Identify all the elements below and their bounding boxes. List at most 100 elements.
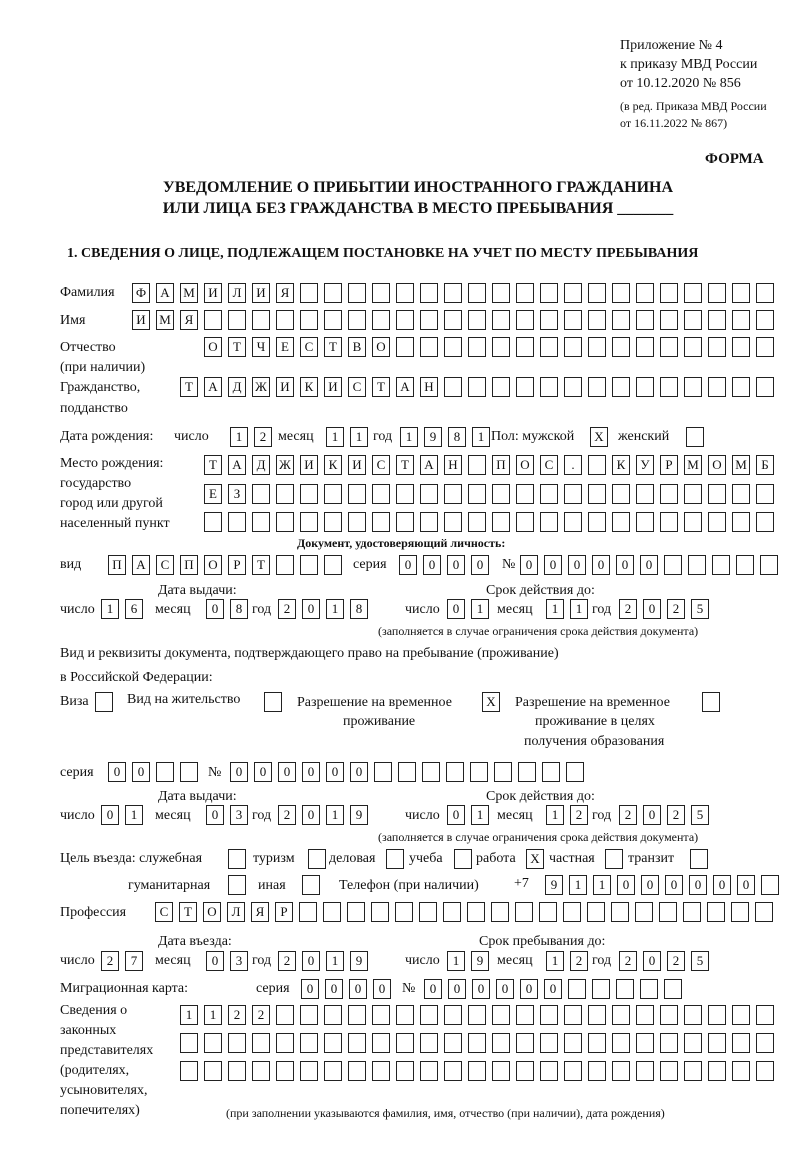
p-tourism-checkbox[interactable] (308, 849, 326, 869)
stay-valid-day-cell[interactable]: 1 (471, 805, 489, 825)
citizenship-cell[interactable]: Д (228, 377, 246, 397)
stay-issue-year-cell[interactable]: 0 (302, 805, 320, 825)
stay-issue-day-cell[interactable]: 1 (125, 805, 143, 825)
stay-issue-year-cell[interactable]: 9 (350, 805, 368, 825)
reps-line2-cell[interactable] (660, 1033, 678, 1053)
stay-issue-year-cell[interactable]: 2 (278, 805, 296, 825)
pob-line2-cell[interactable] (444, 484, 462, 504)
reps-line3-cell[interactable] (372, 1061, 390, 1081)
surname-cell[interactable] (660, 283, 678, 303)
until-day-cell[interactable]: 9 (471, 951, 489, 971)
id-issue-day-cell[interactable]: 6 (125, 599, 143, 619)
reps-line2-cell[interactable] (612, 1033, 630, 1053)
surname-cell[interactable]: И (204, 283, 222, 303)
pob-line2-cell[interactable] (396, 484, 414, 504)
phone-cell[interactable]: 0 (737, 875, 755, 895)
pob-line2-cell[interactable] (708, 484, 726, 504)
citizenship-cell[interactable]: А (204, 377, 222, 397)
pob-line2-cell[interactable] (540, 484, 558, 504)
profession-cell[interactable] (635, 902, 653, 922)
id-kind-cell[interactable]: Т (252, 555, 270, 575)
p-study-checkbox[interactable] (454, 849, 472, 869)
id-number-cell[interactable] (664, 555, 682, 575)
surname-cell[interactable] (492, 283, 510, 303)
pob-line1-cell[interactable]: С (372, 455, 390, 475)
name-cell[interactable] (540, 310, 558, 330)
sex-female-checkbox[interactable] (686, 427, 704, 447)
id-valid-year-cell[interactable]: 2 (619, 599, 637, 619)
profession-cell[interactable] (395, 902, 413, 922)
profession-cell[interactable]: Л (227, 902, 245, 922)
reps-line2-cell[interactable] (708, 1033, 726, 1053)
profession-cell[interactable] (371, 902, 389, 922)
name-cell[interactable] (420, 310, 438, 330)
reps-line2-cell[interactable] (348, 1033, 366, 1053)
pob-line1-cell[interactable]: Н (444, 455, 462, 475)
citizenship-cell[interactable] (444, 377, 462, 397)
profession-cell[interactable] (707, 902, 725, 922)
dob-year-cell[interactable]: 1 (400, 427, 418, 447)
stay-valid-month-cell[interactable]: 2 (570, 805, 588, 825)
stay-number-cell[interactable] (422, 762, 440, 782)
stay-series-cell[interactable]: 0 (132, 762, 150, 782)
dob-day-cell[interactable]: 1 (230, 427, 248, 447)
mc-number-cell[interactable]: 0 (472, 979, 490, 999)
citizenship-cell[interactable]: Н (420, 377, 438, 397)
pob-line1-cell[interactable]: . (564, 455, 582, 475)
reps-line3-cell[interactable] (348, 1061, 366, 1081)
id-issue-year-cell[interactable]: 2 (278, 599, 296, 619)
temp-edu-checkbox[interactable] (702, 692, 720, 712)
stay-number-cell[interactable] (518, 762, 536, 782)
id-valid-day-cell[interactable]: 0 (447, 599, 465, 619)
id-number-cell[interactable] (712, 555, 730, 575)
pob-line1-cell[interactable]: П (492, 455, 510, 475)
patronymic-cell[interactable]: Е (276, 337, 294, 357)
until-year-cell[interactable]: 5 (691, 951, 709, 971)
entry-year-cell[interactable]: 0 (302, 951, 320, 971)
id-number-cell[interactable] (688, 555, 706, 575)
pob-line2-cell[interactable] (636, 484, 654, 504)
reps-line2-cell[interactable] (324, 1033, 342, 1053)
pob-line3-cell[interactable] (732, 512, 750, 532)
mc-series-cell[interactable]: 0 (325, 979, 343, 999)
reps-line3-cell[interactable] (732, 1061, 750, 1081)
mc-series-cell[interactable]: 0 (373, 979, 391, 999)
surname-cell[interactable] (420, 283, 438, 303)
reps-line2-cell[interactable] (444, 1033, 462, 1053)
mc-number-cell[interactable]: 0 (448, 979, 466, 999)
stay-valid-year-cell[interactable]: 2 (619, 805, 637, 825)
mc-number-cell[interactable] (568, 979, 586, 999)
profession-cell[interactable]: О (203, 902, 221, 922)
patronymic-cell[interactable] (612, 337, 630, 357)
until-day-cell[interactable]: 1 (447, 951, 465, 971)
profession-cell[interactable] (659, 902, 677, 922)
reps-line1-cell[interactable] (588, 1005, 606, 1025)
citizenship-cell[interactable] (756, 377, 774, 397)
profession-cell[interactable] (563, 902, 581, 922)
stay-number-cell[interactable] (566, 762, 584, 782)
phone-cell[interactable]: 0 (689, 875, 707, 895)
stay-number-cell[interactable] (470, 762, 488, 782)
pob-line3-cell[interactable] (444, 512, 462, 532)
reps-line3-cell[interactable] (420, 1061, 438, 1081)
pob-line1-cell[interactable]: О (516, 455, 534, 475)
phone-cell[interactable] (761, 875, 779, 895)
stay-number-cell[interactable] (494, 762, 512, 782)
id-number-cell[interactable]: 0 (616, 555, 634, 575)
pob-line1-cell[interactable]: И (348, 455, 366, 475)
profession-cell[interactable]: Т (179, 902, 197, 922)
entry-day-cell[interactable]: 7 (125, 951, 143, 971)
id-number-cell[interactable] (760, 555, 778, 575)
citizenship-cell[interactable] (540, 377, 558, 397)
citizenship-cell[interactable]: К (300, 377, 318, 397)
surname-cell[interactable]: Я (276, 283, 294, 303)
name-cell[interactable] (348, 310, 366, 330)
entry-year-cell[interactable]: 9 (350, 951, 368, 971)
reps-line2-cell[interactable] (276, 1033, 294, 1053)
surname-cell[interactable] (324, 283, 342, 303)
reps-line2-cell[interactable] (420, 1033, 438, 1053)
id-valid-year-cell[interactable]: 5 (691, 599, 709, 619)
profession-cell[interactable] (755, 902, 773, 922)
reps-line2-cell[interactable] (540, 1033, 558, 1053)
pob-line1-cell[interactable]: С (540, 455, 558, 475)
